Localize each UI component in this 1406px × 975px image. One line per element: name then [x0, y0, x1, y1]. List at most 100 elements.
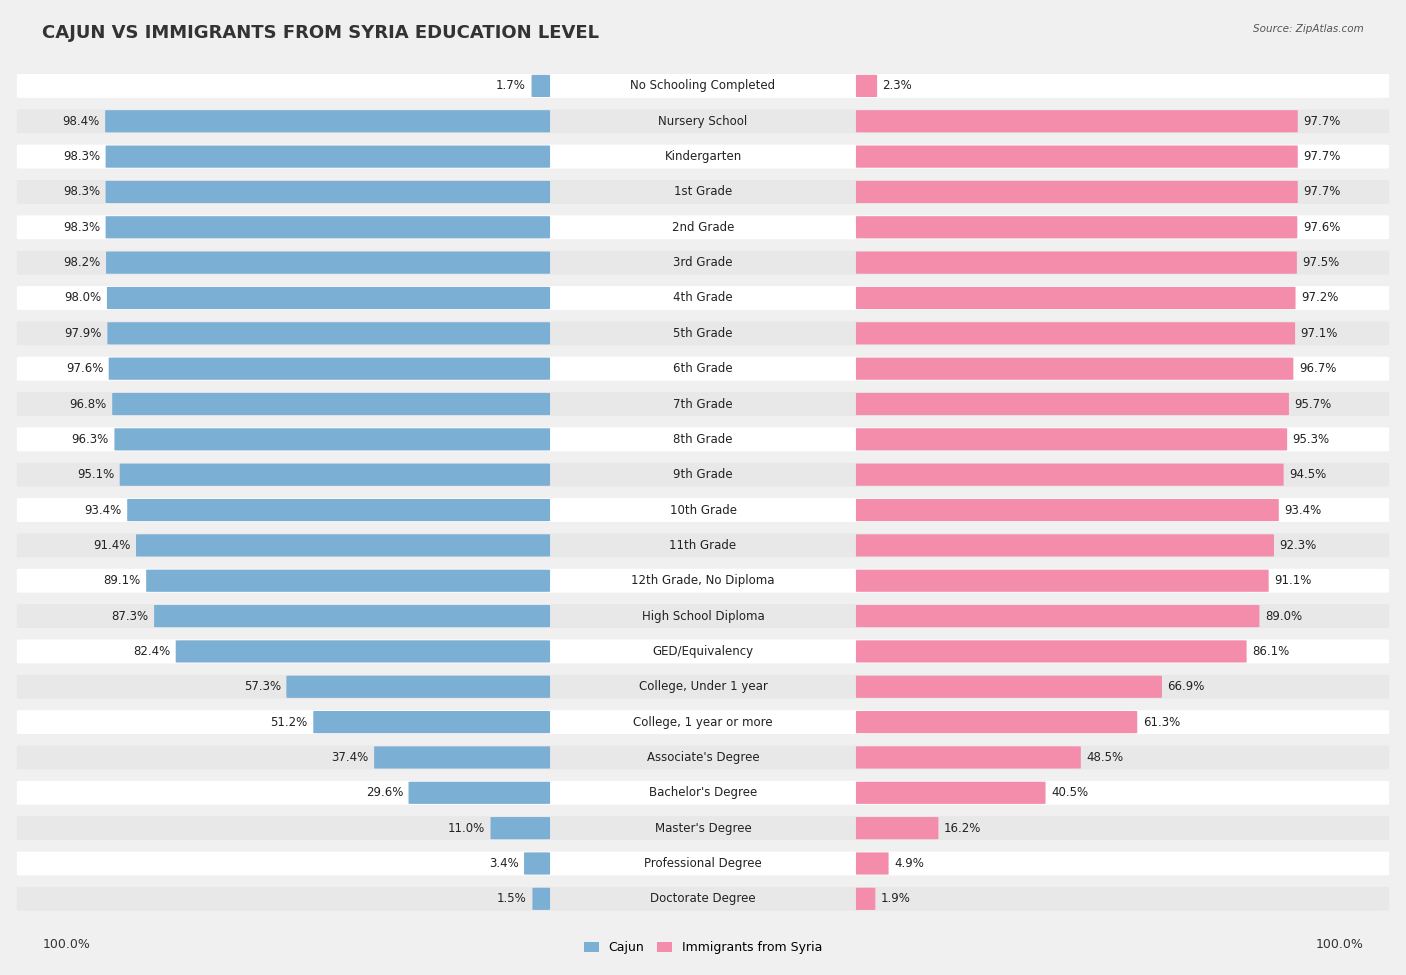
Text: 97.2%: 97.2% [1301, 292, 1339, 304]
FancyBboxPatch shape [856, 569, 1268, 592]
FancyBboxPatch shape [856, 499, 1279, 522]
Text: 98.3%: 98.3% [63, 150, 100, 163]
Text: 95.3%: 95.3% [1292, 433, 1330, 446]
FancyBboxPatch shape [114, 428, 550, 450]
FancyBboxPatch shape [108, 358, 550, 380]
Text: 95.7%: 95.7% [1295, 398, 1331, 410]
FancyBboxPatch shape [17, 675, 1389, 699]
Text: 96.8%: 96.8% [69, 398, 107, 410]
FancyBboxPatch shape [176, 641, 550, 663]
FancyBboxPatch shape [105, 252, 550, 274]
FancyBboxPatch shape [17, 357, 1389, 380]
FancyBboxPatch shape [17, 74, 1389, 98]
Text: 1.7%: 1.7% [496, 79, 526, 93]
Text: 1st Grade: 1st Grade [673, 185, 733, 199]
FancyBboxPatch shape [105, 110, 550, 133]
Text: 12th Grade, No Diploma: 12th Grade, No Diploma [631, 574, 775, 587]
FancyBboxPatch shape [856, 287, 1295, 309]
FancyBboxPatch shape [856, 852, 889, 875]
FancyBboxPatch shape [856, 782, 1046, 804]
Text: 2.3%: 2.3% [883, 79, 912, 93]
FancyBboxPatch shape [17, 322, 1389, 345]
Text: 97.7%: 97.7% [1303, 185, 1341, 199]
FancyBboxPatch shape [17, 887, 1389, 911]
Text: 10th Grade: 10th Grade [669, 503, 737, 517]
FancyBboxPatch shape [856, 641, 1247, 663]
Text: 11th Grade: 11th Grade [669, 539, 737, 552]
Legend: Cajun, Immigrants from Syria: Cajun, Immigrants from Syria [579, 936, 827, 959]
FancyBboxPatch shape [856, 746, 1081, 768]
FancyBboxPatch shape [127, 499, 550, 522]
FancyBboxPatch shape [112, 393, 550, 415]
Text: 40.5%: 40.5% [1052, 786, 1088, 799]
Text: 92.3%: 92.3% [1279, 539, 1316, 552]
Text: 98.2%: 98.2% [63, 256, 101, 269]
Text: High School Diploma: High School Diploma [641, 609, 765, 623]
Text: Source: ZipAtlas.com: Source: ZipAtlas.com [1253, 24, 1364, 34]
FancyBboxPatch shape [491, 817, 550, 839]
Text: 96.7%: 96.7% [1299, 362, 1336, 375]
Text: Master's Degree: Master's Degree [655, 822, 751, 835]
Text: 93.4%: 93.4% [84, 503, 122, 517]
FancyBboxPatch shape [17, 816, 1389, 840]
FancyBboxPatch shape [17, 180, 1389, 204]
Text: 89.0%: 89.0% [1265, 609, 1302, 623]
FancyBboxPatch shape [856, 322, 1295, 344]
FancyBboxPatch shape [17, 746, 1389, 769]
FancyBboxPatch shape [17, 463, 1389, 487]
Text: 57.3%: 57.3% [243, 681, 281, 693]
Text: 97.5%: 97.5% [1302, 256, 1340, 269]
FancyBboxPatch shape [856, 252, 1296, 274]
Text: 86.1%: 86.1% [1253, 644, 1289, 658]
Text: 97.6%: 97.6% [1303, 220, 1340, 234]
Text: No Schooling Completed: No Schooling Completed [630, 79, 776, 93]
FancyBboxPatch shape [856, 145, 1298, 168]
FancyBboxPatch shape [17, 109, 1389, 134]
FancyBboxPatch shape [17, 781, 1389, 804]
FancyBboxPatch shape [856, 887, 876, 910]
FancyBboxPatch shape [856, 428, 1286, 450]
FancyBboxPatch shape [856, 817, 938, 839]
FancyBboxPatch shape [105, 145, 550, 168]
FancyBboxPatch shape [17, 251, 1389, 275]
Text: 97.1%: 97.1% [1301, 327, 1339, 340]
FancyBboxPatch shape [856, 534, 1274, 557]
FancyBboxPatch shape [105, 180, 550, 203]
Text: 11.0%: 11.0% [447, 822, 485, 835]
Text: Bachelor's Degree: Bachelor's Degree [650, 786, 756, 799]
FancyBboxPatch shape [17, 427, 1389, 451]
Text: 82.4%: 82.4% [134, 644, 170, 658]
Text: 93.4%: 93.4% [1284, 503, 1322, 517]
Text: 89.1%: 89.1% [104, 574, 141, 587]
Text: 9th Grade: 9th Grade [673, 468, 733, 482]
FancyBboxPatch shape [856, 110, 1298, 133]
FancyBboxPatch shape [533, 887, 550, 910]
Text: 66.9%: 66.9% [1167, 681, 1205, 693]
FancyBboxPatch shape [856, 604, 1260, 627]
Text: 100.0%: 100.0% [42, 938, 90, 951]
FancyBboxPatch shape [17, 533, 1389, 558]
Text: 98.0%: 98.0% [65, 292, 101, 304]
FancyBboxPatch shape [17, 604, 1389, 628]
FancyBboxPatch shape [856, 75, 877, 98]
Text: 91.1%: 91.1% [1274, 574, 1312, 587]
Text: 48.5%: 48.5% [1087, 751, 1123, 764]
FancyBboxPatch shape [856, 180, 1298, 203]
Text: 96.3%: 96.3% [72, 433, 108, 446]
Text: 1.9%: 1.9% [880, 892, 911, 906]
FancyBboxPatch shape [856, 216, 1298, 239]
Text: Professional Degree: Professional Degree [644, 857, 762, 870]
FancyBboxPatch shape [856, 393, 1289, 415]
Text: College, 1 year or more: College, 1 year or more [633, 716, 773, 728]
Text: 16.2%: 16.2% [943, 822, 981, 835]
FancyBboxPatch shape [856, 676, 1161, 698]
Text: 91.4%: 91.4% [93, 539, 131, 552]
Text: 97.7%: 97.7% [1303, 115, 1341, 128]
Text: Doctorate Degree: Doctorate Degree [650, 892, 756, 906]
FancyBboxPatch shape [17, 851, 1389, 876]
Text: Nursery School: Nursery School [658, 115, 748, 128]
Text: 6th Grade: 6th Grade [673, 362, 733, 375]
Text: 2nd Grade: 2nd Grade [672, 220, 734, 234]
Text: 3.4%: 3.4% [489, 857, 519, 870]
FancyBboxPatch shape [524, 852, 550, 875]
